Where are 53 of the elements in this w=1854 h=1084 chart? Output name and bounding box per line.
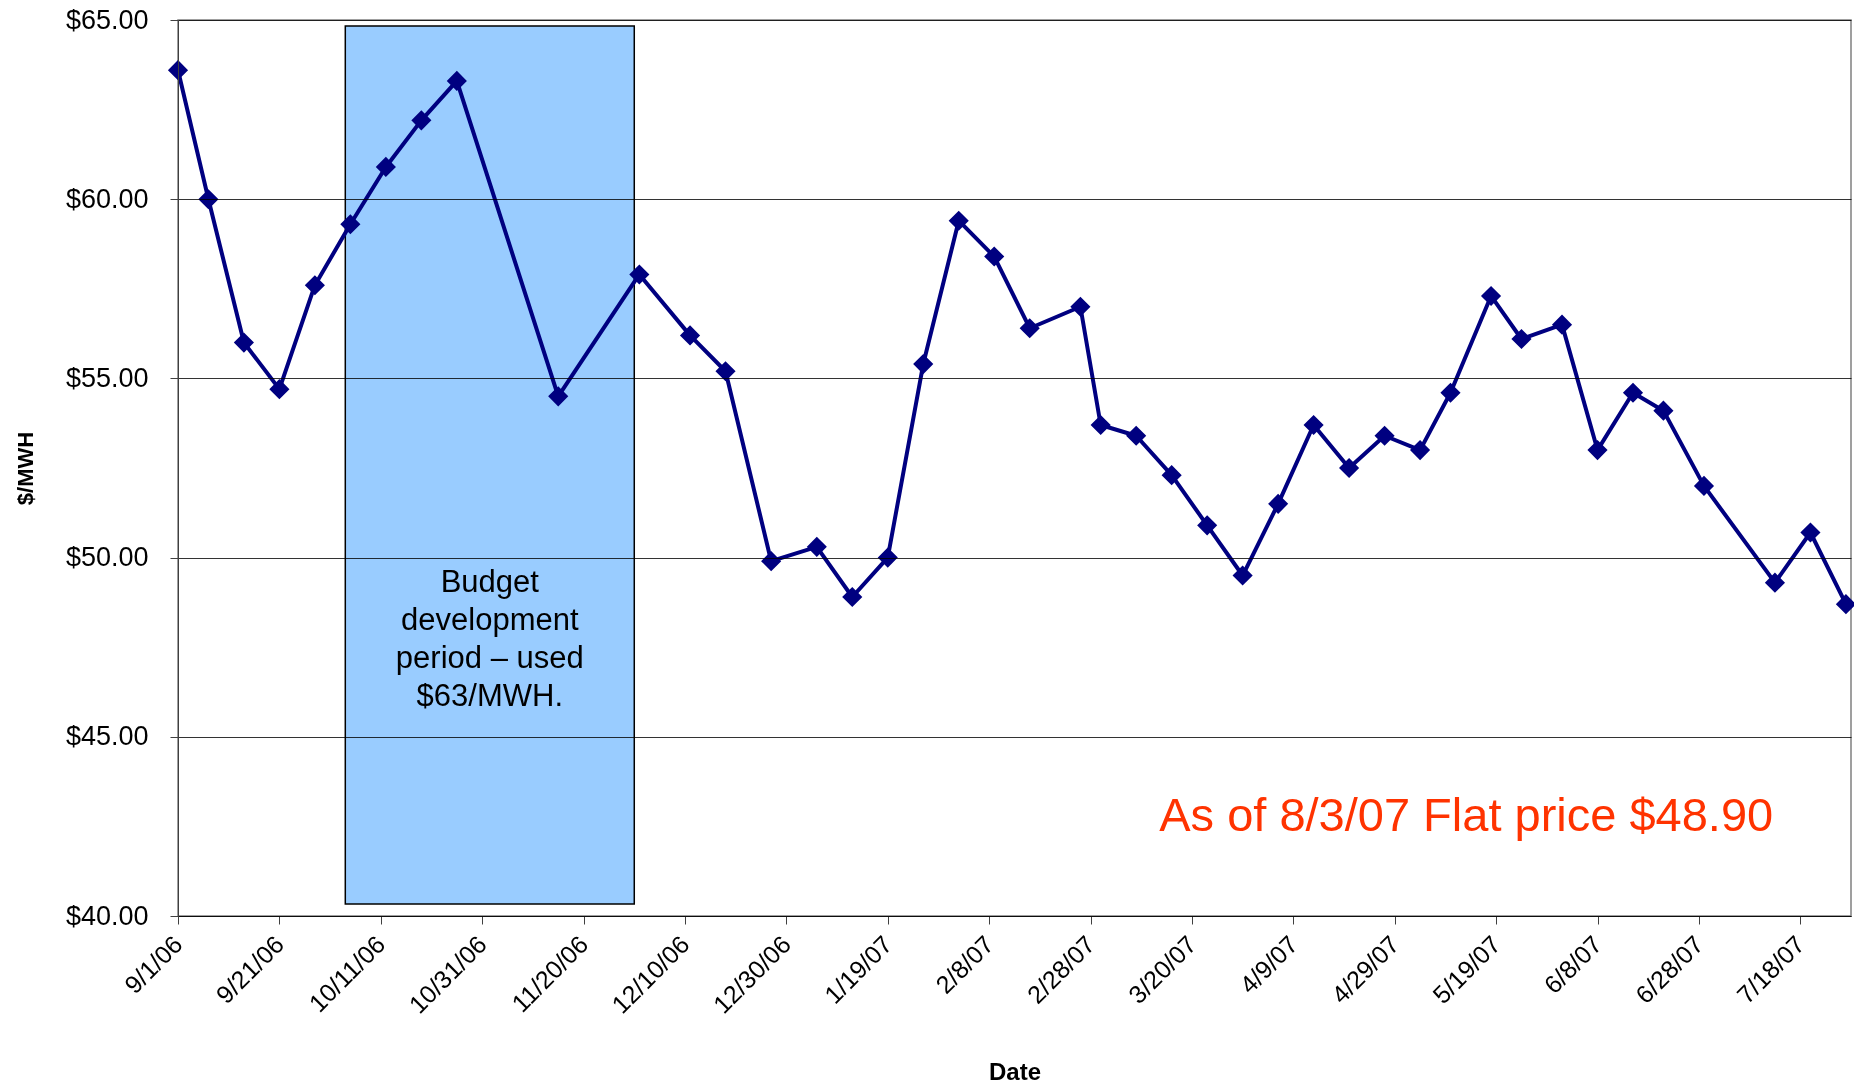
- point: [1800, 522, 1821, 543]
- point: [1268, 494, 1288, 514]
- point: [680, 325, 700, 346]
- point: [1836, 594, 1854, 614]
- point: [1070, 297, 1091, 317]
- point: [807, 537, 827, 557]
- y-tick-label: $65.00: [65, 4, 149, 35]
- point: [949, 211, 969, 231]
- point: [1374, 426, 1395, 446]
- point: [1339, 458, 1359, 478]
- point: [376, 157, 396, 177]
- point: [411, 110, 432, 131]
- point: [1623, 383, 1643, 403]
- point: [878, 547, 898, 568]
- y-axis-title: $/MWH: [12, 431, 38, 506]
- point: [761, 551, 781, 571]
- point: [1126, 426, 1146, 446]
- point: [548, 386, 568, 406]
- point: [447, 71, 467, 91]
- point: [1552, 314, 1572, 335]
- point: [234, 332, 254, 353]
- point: [305, 275, 325, 295]
- point: [269, 379, 290, 399]
- point: [1587, 440, 1608, 460]
- point: [1765, 573, 1785, 593]
- point: [1197, 515, 1217, 535]
- y-tick-label: $40.00: [65, 900, 149, 931]
- band-label: Budget development period – used $63/MWH.: [395, 564, 584, 714]
- point: [1440, 383, 1461, 403]
- point: [1694, 476, 1714, 496]
- y-tick-label: $60.00: [65, 183, 149, 214]
- point: [984, 246, 1004, 267]
- point: [198, 189, 219, 209]
- point: [1653, 401, 1674, 421]
- point: [1511, 329, 1532, 349]
- point: [1303, 415, 1324, 435]
- point: [913, 354, 933, 374]
- point: [1232, 565, 1253, 586]
- point: [340, 214, 361, 234]
- x-axis-title: Date: [988, 1057, 1042, 1084]
- y-tick-label: $55.00: [65, 362, 149, 393]
- point: [1020, 318, 1040, 338]
- point: [1091, 415, 1111, 435]
- point: [1410, 440, 1430, 460]
- point: [1481, 286, 1501, 306]
- y-tick-label: $45.00: [65, 721, 149, 752]
- point: [842, 587, 862, 607]
- y-tick-label: $50.00: [65, 542, 149, 573]
- annotation: As of 8/3/07 Flat price $48.90: [1159, 788, 1774, 842]
- point: [629, 264, 649, 285]
- point: [715, 361, 736, 381]
- point: [168, 60, 188, 80]
- point: [1162, 465, 1182, 485]
